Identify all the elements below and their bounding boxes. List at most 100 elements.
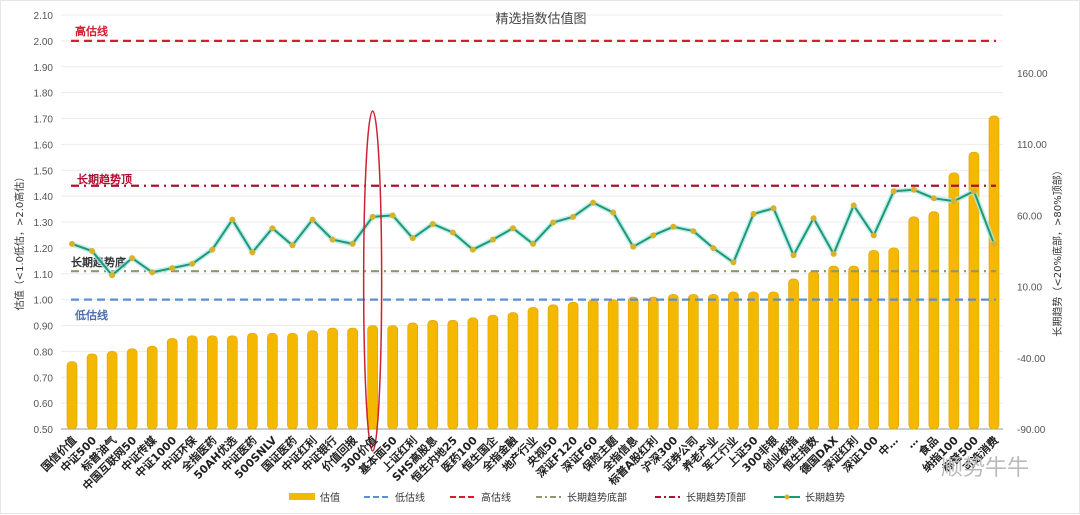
y2-tick-label: 10.00 [1017,283,1042,294]
bar-valuation [567,301,579,430]
y-tick-label: 1.20 [34,244,54,255]
trend-marker [169,265,176,272]
y-tick-label: 1.80 [34,89,54,100]
bar-valuation [66,361,78,430]
y-tick-label: 1.70 [34,115,54,126]
bar-valuation [547,304,559,430]
y-tick-label: 1.60 [34,140,54,151]
bar-valuation [908,216,920,430]
bar-valuation [587,299,599,430]
trend-marker [910,186,917,193]
trend-marker [790,252,797,259]
bar-valuation [968,151,980,430]
trend-marker [870,232,877,239]
bar-valuation [688,294,699,430]
y-tick-label: 0.50 [34,425,54,436]
legend-swatch [289,493,315,500]
trend-marker [590,199,597,206]
legend-marker [784,494,790,500]
bar-valuation [227,335,238,430]
legend-label: 高估线 [481,491,511,504]
trend-marker [249,249,256,256]
trend-marker [129,255,136,262]
bar-valuation [828,265,839,430]
bar-valuation [627,296,639,430]
trend-marker [349,240,356,247]
trend-marker [610,209,617,216]
bar-valuation [487,314,499,430]
legend: 估值 低估线 高估线 长期趋势底部 长期趋势顶部 长期趋势 [289,491,845,504]
bar-valuation [848,265,859,430]
trend-marker [750,210,757,217]
bar-valuation [427,320,439,430]
bar-valuation [728,291,739,430]
legend-label: 长期趋势顶部 [686,491,746,504]
trend-marker [449,229,456,236]
bar-valuation [166,338,178,430]
trend-marker [991,240,997,247]
legend-label: 低估线 [395,491,425,504]
trend-marker [429,220,436,227]
y-tick-label: 0.70 [34,373,54,384]
bar-valuation [467,317,479,430]
y2-tick-label: -90.00 [1017,425,1046,436]
bar-valuation [748,291,759,430]
trend-marker [950,198,957,205]
bar-valuation [527,307,539,430]
trend-marker [109,272,116,279]
legend-item: 长期趋势 [774,491,845,504]
legend-label: 长期趋势 [805,491,845,504]
trend-marker [930,195,937,202]
bar-valuation [607,299,619,430]
y-tick-label: 0.90 [34,322,54,333]
trend-marker [850,202,857,209]
legend-label: 估值 [320,491,340,504]
chart-title: 精选指数估值图 [495,11,586,27]
bar-valuation [708,294,719,430]
trend-marker [630,243,637,250]
y-tick-label: 1.00 [34,296,54,307]
bar-valuation [347,327,358,430]
legend-item: 估值 [289,491,340,504]
bar-valuation [668,294,679,430]
bar-valuation [387,325,398,430]
bar-valuation [86,353,98,430]
y-axis-title: 估值（<1.0低估，>2.0高估） [13,172,26,311]
trend-marker [830,250,837,257]
bar-valuation [267,332,278,430]
bar-valuation [647,296,659,430]
trend-marker [289,242,296,249]
bar-valuation [788,278,799,430]
y2-tick-label: -40.00 [1017,354,1046,365]
trend-marker [890,188,897,195]
bar-valuation [146,345,158,430]
bar-valuation [207,335,218,430]
trend-marker [670,223,677,230]
trend-marker [389,212,396,219]
y-tick-label: 2.10 [34,11,54,22]
bar-valuation [507,312,519,430]
y2-tick-label: 60.00 [1017,211,1042,222]
trend-marker [710,245,717,252]
bar-valuation [247,332,258,430]
bar-valuation [888,247,900,430]
x-category-label: 中… [875,433,900,458]
trend-marker [690,228,697,235]
trend-marker [149,269,156,276]
trend-marker [89,248,96,254]
y2-axis-title: 长期趋势（<20%底部，>80%顶部） [1051,165,1064,336]
legend-item: 低估线 [364,491,425,504]
y-tick-label: 0.60 [34,399,54,410]
legend-label: 长期趋势底部 [567,491,627,504]
trend-line [71,188,995,277]
bar-valuation [928,211,940,430]
trend-marker [509,225,516,232]
trend-marker [970,188,977,195]
y-tick-label: 1.90 [34,63,54,74]
bar-valuation [186,335,198,430]
trend-marker [810,215,817,222]
y-tick-label: 1.40 [34,192,54,203]
bar-valuation [367,325,378,430]
